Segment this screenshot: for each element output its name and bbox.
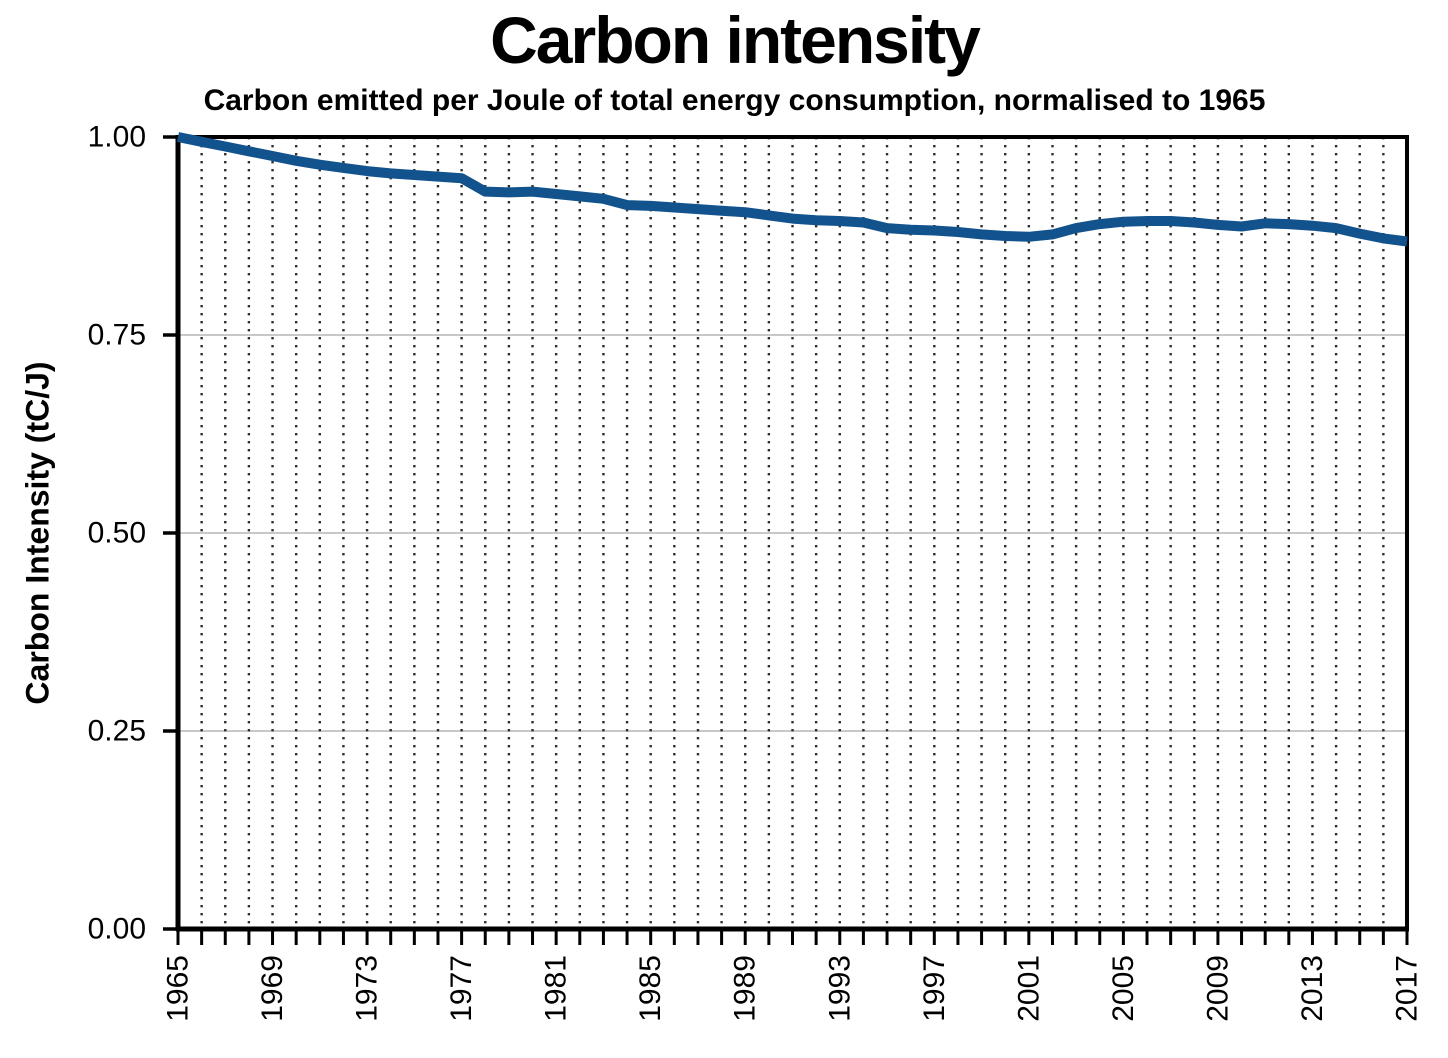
- svg-text:1985: 1985: [634, 955, 667, 1022]
- svg-text:1977: 1977: [445, 955, 478, 1022]
- svg-text:2005: 2005: [1107, 955, 1140, 1022]
- svg-text:0.50: 0.50: [88, 517, 146, 550]
- y-tick-labels: 0.00 0.25 0.50 0.75 1.00: [88, 121, 146, 946]
- x-tick-labels: 1965 1969 1973 1977 1981 1985 1989 1993 1997 2001…: [162, 955, 1424, 1022]
- svg-text:1969: 1969: [256, 955, 289, 1022]
- axes: [175, 135, 1409, 932]
- svg-text:2009: 2009: [1201, 955, 1234, 1022]
- data-line: [177, 132, 1408, 247]
- svg-text:1.00: 1.00: [88, 121, 146, 154]
- svg-text:1993: 1993: [823, 955, 856, 1022]
- svg-text:0.75: 0.75: [88, 319, 146, 352]
- chart-subtitle: Carbon emitted per Joule of total energy…: [203, 84, 1266, 117]
- svg-text:0.25: 0.25: [88, 715, 146, 748]
- y-axis-ticks: [163, 135, 176, 931]
- x-axis-ticks: [176, 931, 1409, 945]
- chart-title: Carbon intensity: [490, 3, 981, 77]
- svg-text:1965: 1965: [162, 955, 195, 1022]
- svg-text:1973: 1973: [351, 955, 384, 1022]
- svg-text:2017: 2017: [1391, 955, 1424, 1022]
- svg-text:2013: 2013: [1296, 955, 1329, 1022]
- svg-text:0.00: 0.00: [88, 913, 146, 946]
- svg-text:2001: 2001: [1012, 955, 1045, 1022]
- svg-text:1981: 1981: [540, 955, 573, 1022]
- svg-text:1989: 1989: [729, 955, 762, 1022]
- svg-text:1997: 1997: [918, 955, 951, 1022]
